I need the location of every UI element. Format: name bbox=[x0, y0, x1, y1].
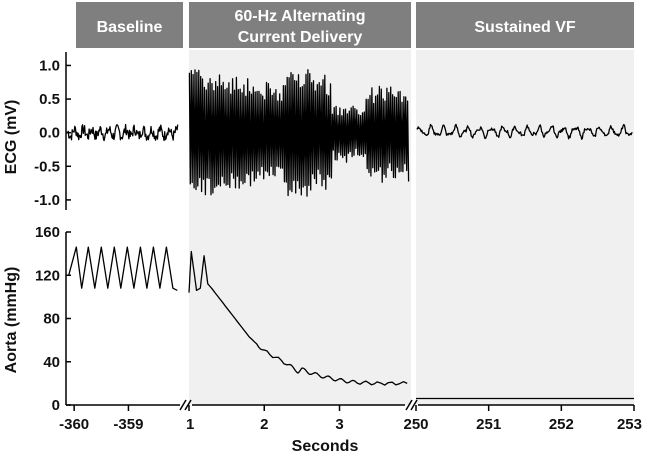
x-tick-label: 1 bbox=[186, 416, 194, 433]
ecg-trace-ac-delivery bbox=[188, 69, 410, 197]
aorta-trace-baseline bbox=[68, 246, 178, 291]
ticks-layer: -1.0 -0.5 0.0 0.5 1.0 0 40 80 120 160 -360 -359 1 2 3 2… bbox=[34, 57, 642, 433]
header-baseline-label: Baseline bbox=[97, 19, 163, 36]
ecg-trace-baseline bbox=[67, 123, 179, 142]
header-baseline: Baseline bbox=[76, 2, 183, 48]
ecg-y-tick-label: 1.0 bbox=[39, 57, 60, 74]
shade-sustained-vf bbox=[416, 50, 634, 405]
x-tick-label: 3 bbox=[335, 416, 343, 433]
x-tick-label: 251 bbox=[476, 416, 501, 433]
ecg-y-tick-label: 0.5 bbox=[39, 91, 60, 108]
x-tick-label: 2 bbox=[260, 416, 268, 433]
x-axis bbox=[66, 399, 634, 411]
header-sustained-vf-label: Sustained VF bbox=[474, 19, 576, 36]
aorta-trace-ac-delivery bbox=[188, 250, 408, 386]
x-tick-label: 250 bbox=[403, 416, 428, 433]
aorta-y-tick-label: 160 bbox=[35, 224, 60, 241]
x-tick-label: 253 bbox=[617, 416, 642, 433]
aorta-y-tick-label: 80 bbox=[43, 311, 60, 328]
traces-layer bbox=[67, 69, 634, 400]
x-tick-label: -360 bbox=[59, 416, 89, 433]
ecg-y-label: ECG (mV) bbox=[3, 100, 20, 175]
ecg-y-tick-label: 0.0 bbox=[39, 125, 60, 142]
header-ac-delivery: 60-Hz Alternating Current Delivery bbox=[189, 2, 411, 48]
axis-break-1 bbox=[179, 399, 192, 411]
aorta-y-label: Aorta (mmHg) bbox=[3, 267, 20, 374]
aorta-y-tick-label: 0 bbox=[52, 397, 60, 414]
x-tick-label: 252 bbox=[549, 416, 574, 433]
aorta-y-tick-label: 40 bbox=[43, 354, 60, 371]
ecg-y-tick-label: -1.0 bbox=[34, 192, 60, 209]
ecg-trace-sustained-vf bbox=[416, 123, 633, 140]
axis-break-2 bbox=[405, 399, 418, 411]
x-tick-label: -359 bbox=[113, 416, 143, 433]
aorta-y-tick-label: 120 bbox=[35, 267, 60, 284]
header-sustained-vf: Sustained VF bbox=[416, 2, 634, 48]
header-ac-delivery-line1: 60-Hz Alternating bbox=[235, 8, 366, 25]
ecg-y-tick-label: -0.5 bbox=[34, 158, 60, 175]
x-axis-label: Seconds bbox=[292, 438, 359, 455]
header-ac-delivery-line2: Current Delivery bbox=[238, 29, 363, 46]
